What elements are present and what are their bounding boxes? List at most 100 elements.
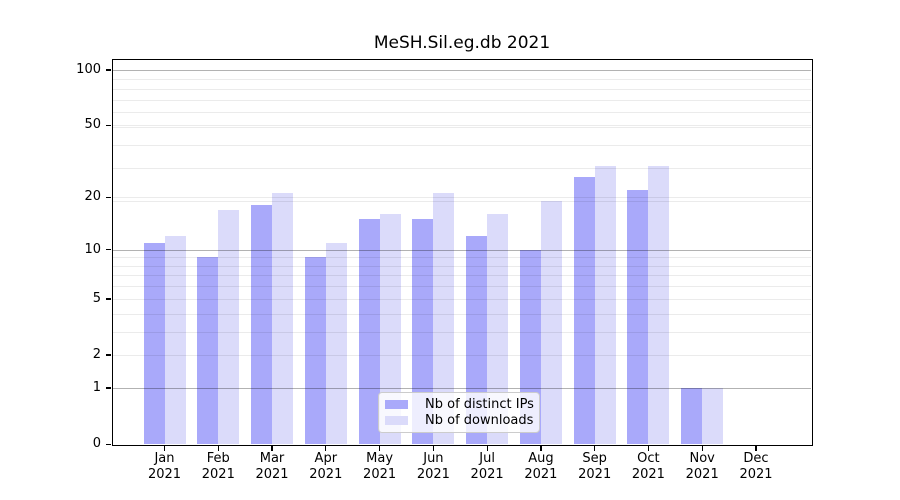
x-tick-year: 2021: [578, 467, 612, 482]
bar-downloads-apr: [325, 242, 347, 444]
y-tick-label-0: 0: [92, 436, 101, 451]
x-tick-mark: [647, 445, 650, 451]
x-tick-mark: [486, 445, 488, 451]
x-tick-mark: [594, 445, 596, 451]
x-tick-year: 2021: [255, 467, 289, 482]
legend-label-distinct-ips: Nb of distinct IPs: [425, 396, 534, 412]
gridline-major: [113, 69, 811, 71]
x-tick-label-oct: Oct 2021: [608, 451, 688, 483]
x-tick-label-jul: Jul 2021: [447, 451, 527, 483]
x-tick-label-feb: Feb 2021: [178, 451, 258, 483]
x-tick-year: 2021: [147, 467, 182, 482]
x-tick-mark: [271, 445, 273, 451]
gridline-minor: [113, 145, 811, 146]
y-tick-mark: [106, 249, 111, 251]
y-tick-mark: [106, 196, 111, 198]
x-tick-label-jan: Jan 2021: [125, 451, 205, 483]
bar-distinct-ips-sep: [573, 176, 595, 444]
gridline-minor: [113, 99, 811, 101]
x-tick-year: 2021: [363, 467, 397, 482]
x-tick-year: 2021: [470, 467, 504, 482]
x-tick-label-apr: Apr 2021: [286, 451, 366, 483]
gridline-minor: [113, 197, 811, 199]
plot-area: Nb of distinct IPs Nb of downloads: [111, 58, 813, 446]
x-tick-year: 2021: [685, 467, 719, 482]
bar-downloads-aug: [540, 201, 562, 444]
y-tick-label-100: 100: [76, 61, 101, 77]
x-tick-mark: [379, 445, 381, 451]
y-tick-mark: [106, 124, 111, 127]
bar-distinct-ips-may: [358, 219, 380, 444]
x-tick-mark: [540, 445, 542, 451]
gridline-minor: [113, 201, 811, 203]
x-tick-mark: [755, 445, 757, 451]
x-tick-month: Aug: [528, 451, 554, 466]
legend: Nb of distinct IPs Nb of downloads: [378, 392, 540, 433]
gridline-minor: [113, 88, 811, 90]
x-tick-month: Sep: [582, 451, 607, 466]
x-tick-mark: [217, 445, 219, 451]
y-tick-mark: [106, 69, 111, 71]
x-tick-mark: [432, 445, 435, 451]
bar-distinct-ips-mar: [251, 205, 272, 444]
y-tick-label-10: 10: [84, 241, 101, 257]
y-tick-label-20: 20: [84, 189, 101, 205]
x-tick-month: Oct: [637, 451, 660, 466]
legend-label-downloads: Nb of downloads: [425, 413, 534, 429]
bar-distinct-ips-apr: [304, 257, 326, 444]
y-tick-mark: [106, 298, 111, 300]
x-tick-month: Dec: [743, 451, 769, 466]
x-tick-mark: [163, 445, 166, 451]
x-tick-mark: [701, 445, 703, 451]
x-tick-year: 2021: [631, 467, 665, 482]
chart-title: MeSH.Sil.eg.db 2021: [373, 33, 551, 53]
legend-swatch-distinct-ips: [385, 399, 408, 409]
legend-swatch-downloads: [385, 416, 408, 426]
y-tick-mark: [106, 387, 111, 389]
y-tick-mark: [106, 443, 111, 445]
legend-item-distinct-ips: Nb of distinct IPs: [385, 396, 534, 413]
x-tick-mark: [325, 445, 327, 451]
bar-distinct-ips-jan: [143, 242, 165, 444]
bar-downloads-oct: [648, 165, 670, 444]
x-tick-year: 2021: [524, 467, 558, 482]
gridline-minor: [113, 125, 811, 127]
x-tick-month: Feb: [206, 451, 230, 466]
gridline-minor: [113, 112, 811, 114]
y-tick-label-1: 1: [92, 379, 101, 395]
x-tick-label-aug: Aug 2021: [501, 451, 581, 483]
bar-distinct-ips-nov: [681, 387, 703, 444]
bar-downloads-sep: [594, 165, 616, 444]
bar-downloads-jan: [164, 236, 186, 444]
x-tick-month: May: [366, 451, 394, 466]
x-tick-month: Jun: [423, 451, 444, 466]
y-tick-label-5: 5: [92, 290, 101, 306]
bar-downloads-may: [379, 214, 401, 444]
bar-downloads-feb: [218, 209, 240, 444]
x-tick-month: Jan: [154, 451, 175, 466]
x-tick-month: Nov: [689, 451, 715, 466]
x-tick-year: 2021: [309, 467, 343, 482]
legend-item-downloads: Nb of downloads: [385, 413, 534, 430]
x-tick-year: 2021: [201, 467, 235, 482]
bar-distinct-ips-oct: [627, 189, 649, 444]
y-tick-label-2: 2: [92, 346, 101, 362]
bar-downloads-nov: [702, 387, 724, 444]
bar-downloads-jul: [487, 214, 509, 444]
gridline-minor: [113, 126, 811, 128]
y-tick-label-50: 50: [84, 117, 101, 133]
x-tick-label-jun: Jun 2021: [393, 451, 473, 483]
x-tick-label-may: May 2021: [340, 451, 420, 483]
x-tick-month: Jul: [479, 451, 495, 466]
bar-downloads-jun: [433, 193, 455, 444]
gridline-minor: [113, 168, 811, 170]
bar-downloads-mar: [272, 193, 293, 444]
x-tick-label-nov: Nov 2021: [662, 451, 742, 483]
x-tick-month: Mar: [259, 451, 285, 466]
gridline-minor: [113, 79, 811, 81]
x-tick-year: 2021: [739, 467, 773, 482]
x-tick-label-dec: Dec 2021: [716, 451, 796, 483]
x-tick-year: 2021: [416, 467, 450, 482]
bar-distinct-ips-jun: [412, 219, 434, 444]
